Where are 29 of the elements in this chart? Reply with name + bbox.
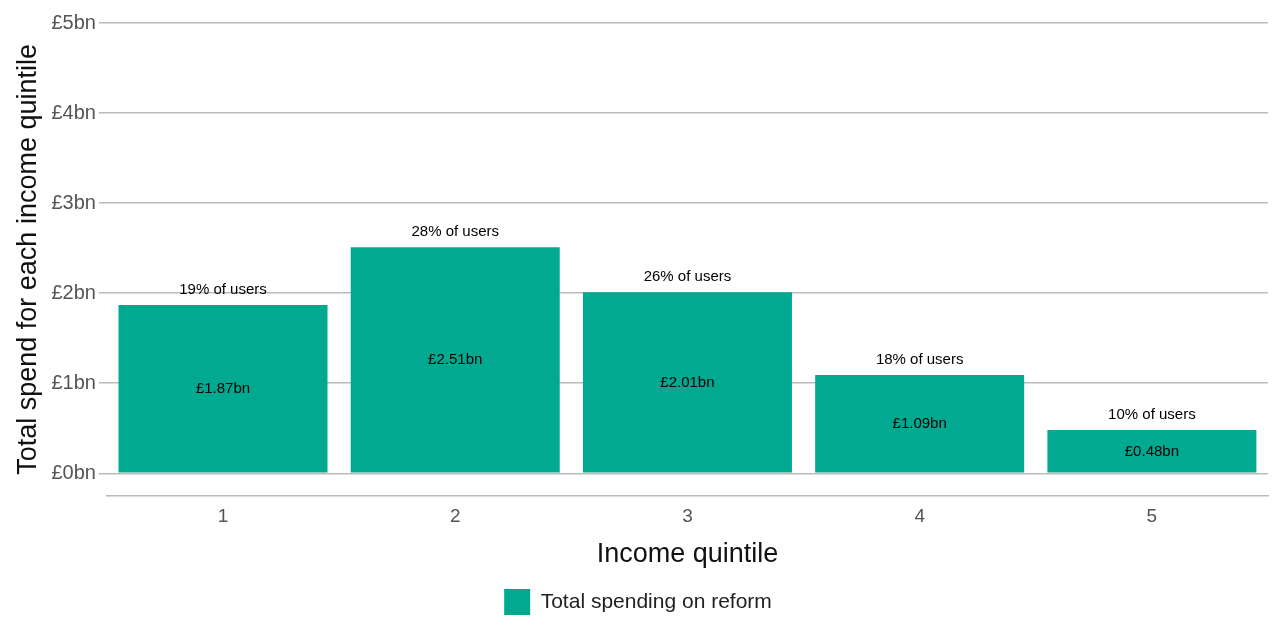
y-tick-label: £1bn [51,370,96,393]
x-tick-label: 5 [1146,505,1158,527]
y-axis-title: Total spend for each income quintile [11,44,42,475]
y-tick-label: £3bn [51,190,96,213]
data-label: £1.87bn [195,379,251,397]
bar [582,292,792,473]
annotation: 18% of users [875,349,964,367]
x-tick-label: 1 [217,505,229,527]
data-label: £2.01bn [660,372,715,390]
annotation: 19% of users [179,279,267,297]
bar [118,304,328,473]
data-label: £0.48bn [1124,441,1180,459]
x-tick-label: 2 [449,505,461,527]
y-tick-label: £5bn [51,10,96,33]
annotation: 28% of users [411,221,499,239]
annotation: 26% of users [643,266,732,284]
y-tick-label: £0bn [51,460,96,483]
y-tick-label: £2bn [51,280,96,303]
bar [1047,430,1257,473]
x-axis-title: Income quintile [596,538,779,569]
bar [815,375,1025,473]
annotation: 10% of users [1108,404,1196,422]
data-label: £2.51bn [428,350,483,368]
legend-label: Total spending on reform [540,588,772,612]
y-tick-label: £4bn [51,100,96,123]
x-tick-label: 3 [682,505,693,527]
bar [350,247,560,473]
x-tick-label: 4 [914,505,926,527]
data-label: £1.09bn [892,414,947,432]
